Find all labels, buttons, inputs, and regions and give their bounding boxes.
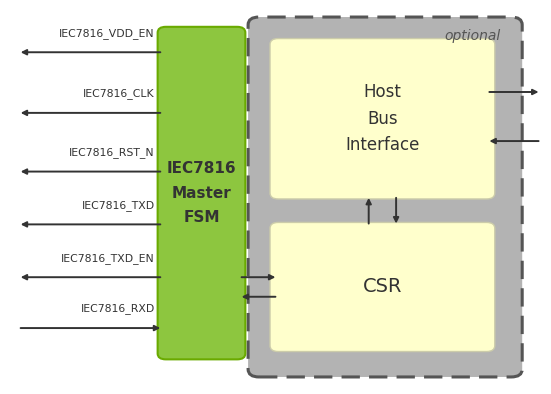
FancyBboxPatch shape <box>270 39 495 199</box>
FancyBboxPatch shape <box>270 223 495 351</box>
Text: IEC7816_RXD: IEC7816_RXD <box>80 303 155 314</box>
Text: IEC7816
Master
FSM: IEC7816 Master FSM <box>166 161 236 225</box>
Text: CSR: CSR <box>363 277 402 296</box>
Text: optional: optional <box>444 29 500 43</box>
Text: IEC7816_TXD_EN: IEC7816_TXD_EN <box>61 253 155 264</box>
Text: IEC7816_CLK: IEC7816_CLK <box>83 88 155 99</box>
Text: IEC7816_VDD_EN: IEC7816_VDD_EN <box>60 28 155 39</box>
Text: IEC7816_RST_N: IEC7816_RST_N <box>69 147 155 158</box>
Text: Host
Bus
Interface: Host Bus Interface <box>345 84 420 154</box>
FancyBboxPatch shape <box>158 27 245 359</box>
FancyBboxPatch shape <box>248 17 522 377</box>
Text: IEC7816_TXD: IEC7816_TXD <box>82 200 155 211</box>
